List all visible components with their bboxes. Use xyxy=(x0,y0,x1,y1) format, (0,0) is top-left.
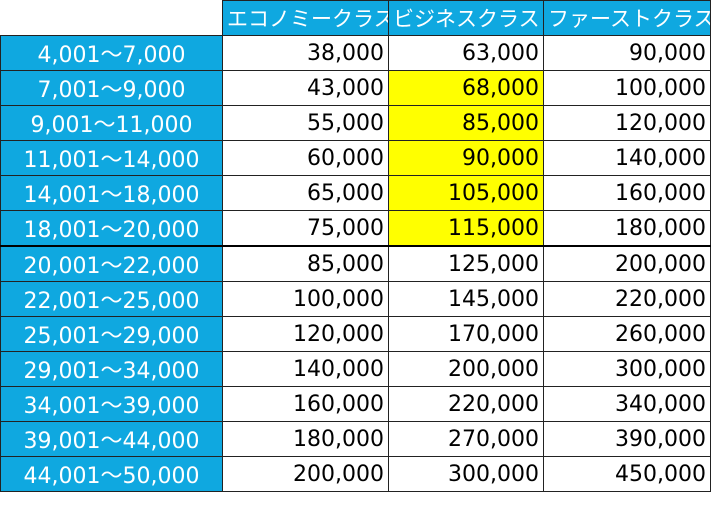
fare-cell: 340,000 xyxy=(543,386,711,422)
table-row: 20,001～22,000 85,000 125,000 200,000 xyxy=(0,245,711,282)
fare-cell: 180,000 xyxy=(543,210,711,247)
row-header: 29,001～34,000 xyxy=(0,351,223,387)
fare-cell: 170,000 xyxy=(388,316,544,352)
fare-cell: 200,000 xyxy=(388,351,544,387)
fare-cell: 300,000 xyxy=(543,351,711,387)
row-header: 20,001～22,000 xyxy=(0,245,223,282)
fare-cell: 43,000 xyxy=(222,70,389,106)
fare-cell: 140,000 xyxy=(222,351,389,387)
fare-cell: 85,000 xyxy=(222,245,389,282)
fare-cell: 390,000 xyxy=(543,421,711,457)
corner-cell xyxy=(0,0,223,36)
row-header: 39,001～44,000 xyxy=(0,421,223,457)
fare-cell: 220,000 xyxy=(543,281,711,317)
fare-cell: 63,000 xyxy=(388,35,544,71)
fare-cell: 270,000 xyxy=(388,421,544,457)
fare-cell: 105,000 xyxy=(388,175,544,211)
table-row: 4,001～7,000 38,000 63,000 90,000 xyxy=(0,35,711,71)
table-row: 34,001～39,000 160,000 220,000 340,000 xyxy=(0,386,711,422)
fare-cell: 160,000 xyxy=(222,386,389,422)
fare-cell: 180,000 xyxy=(222,421,389,457)
fare-cell: 100,000 xyxy=(543,70,711,106)
fare-cell: 100,000 xyxy=(222,281,389,317)
table-row: 7,001～9,000 43,000 68,000 100,000 xyxy=(0,70,711,106)
row-header: 14,001～18,000 xyxy=(0,175,223,211)
fare-cell: 120,000 xyxy=(222,316,389,352)
fare-cell: 75,000 xyxy=(222,210,389,247)
row-header: 44,001～50,000 xyxy=(0,456,223,492)
fare-cell: 115,000 xyxy=(388,210,544,247)
row-header: 22,001～25,000 xyxy=(0,281,223,317)
column-header: ビジネスクラス xyxy=(388,0,544,36)
fare-cell: 200,000 xyxy=(543,245,711,282)
fare-cell: 120,000 xyxy=(543,105,711,141)
fare-cell: 220,000 xyxy=(388,386,544,422)
fare-cell: 140,000 xyxy=(543,140,711,176)
row-header: 18,001～20,000 xyxy=(0,210,223,247)
fare-cell: 68,000 xyxy=(388,70,544,106)
table-row: 39,001～44,000 180,000 270,000 390,000 xyxy=(0,421,711,457)
table-row: 9,001～11,000 55,000 85,000 120,000 xyxy=(0,105,711,141)
table-row: 18,001～20,000 75,000 115,000 180,000 xyxy=(0,210,711,247)
fare-cell: 260,000 xyxy=(543,316,711,352)
row-header: 34,001～39,000 xyxy=(0,386,223,422)
fare-cell: 145,000 xyxy=(388,281,544,317)
row-header: 25,001～29,000 xyxy=(0,316,223,352)
table-row: 44,001～50,000 200,000 300,000 450,000 xyxy=(0,456,711,492)
column-header: エコノミークラス xyxy=(222,0,389,36)
fare-cell: 55,000 xyxy=(222,105,389,141)
row-header: 9,001～11,000 xyxy=(0,105,223,141)
fare-cell: 38,000 xyxy=(222,35,389,71)
fare-cell: 90,000 xyxy=(388,140,544,176)
fare-cell: 200,000 xyxy=(222,456,389,492)
row-header: 4,001～7,000 xyxy=(0,35,223,71)
fare-table: エコノミークラス ビジネスクラス ファーストクラス 4,001～7,000 38,000… xyxy=(0,0,711,492)
column-header: ファーストクラス xyxy=(543,0,711,36)
row-header: 7,001～9,000 xyxy=(0,70,223,106)
fare-cell: 125,000 xyxy=(388,245,544,282)
header-row: エコノミークラス ビジネスクラス ファーストクラス xyxy=(0,0,711,36)
table-row: 14,001～18,000 65,000 105,000 160,000 xyxy=(0,175,711,211)
fare-cell: 85,000 xyxy=(388,105,544,141)
fare-cell: 60,000 xyxy=(222,140,389,176)
row-header: 11,001～14,000 xyxy=(0,140,223,176)
table-row: 25,001～29,000 120,000 170,000 260,000 xyxy=(0,316,711,352)
table-row: 22,001～25,000 100,000 145,000 220,000 xyxy=(0,281,711,317)
fare-cell: 160,000 xyxy=(543,175,711,211)
table-row: 29,001～34,000 140,000 200,000 300,000 xyxy=(0,351,711,387)
fare-cell: 90,000 xyxy=(543,35,711,71)
fare-cell: 450,000 xyxy=(543,456,711,492)
fare-cell: 65,000 xyxy=(222,175,389,211)
fare-cell: 300,000 xyxy=(388,456,544,492)
table-row: 11,001～14,000 60,000 90,000 140,000 xyxy=(0,140,711,176)
